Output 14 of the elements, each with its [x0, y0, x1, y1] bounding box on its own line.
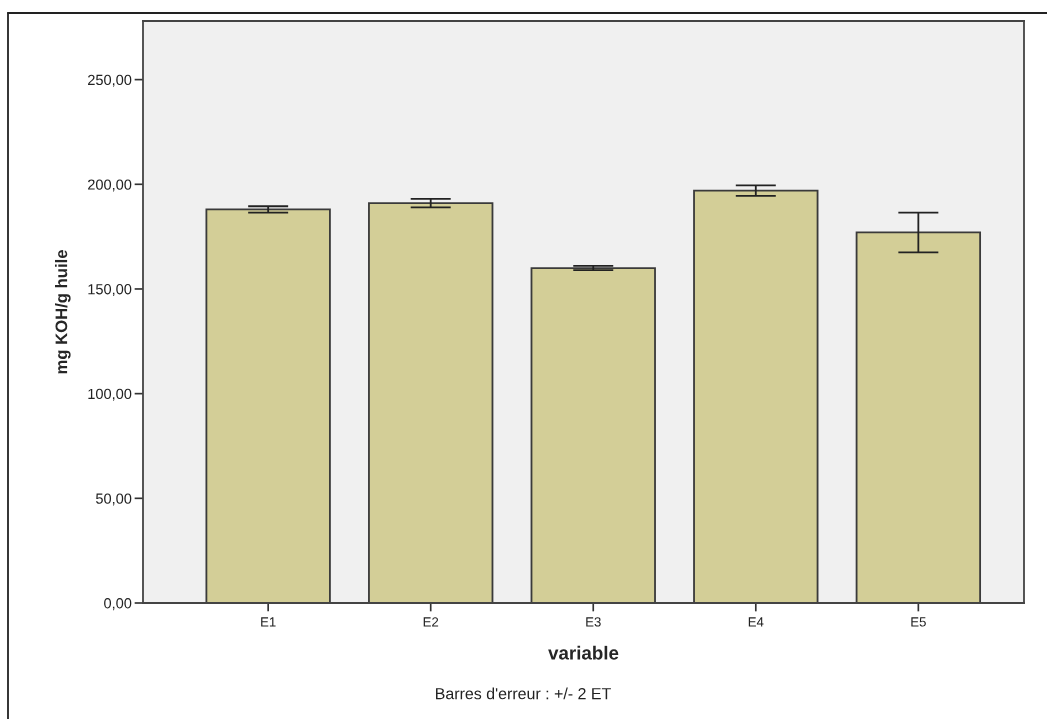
x-axis-title: variable	[548, 645, 619, 660]
x-tick-label: E2	[423, 617, 439, 627]
y-tick-label: 100,00	[88, 388, 132, 401]
x-tick-label: E3	[586, 617, 601, 627]
x-tick-label: E1	[261, 617, 276, 627]
x-tick-label: E5	[911, 617, 926, 627]
y-tick-label: 50,00	[95, 493, 132, 506]
y-tick-label: 0,00	[104, 598, 132, 611]
y-tick-label: 250,00	[88, 74, 132, 87]
text: Barres d'erreur : +/- 2 ET	[436, 687, 611, 700]
y-tick-label: 150,00	[88, 284, 132, 297]
y-axis-title: mg KOH/g huile	[55, 250, 71, 374]
y-tick-label: 200,00	[88, 179, 132, 192]
x-tick-label: E4	[748, 617, 764, 627]
